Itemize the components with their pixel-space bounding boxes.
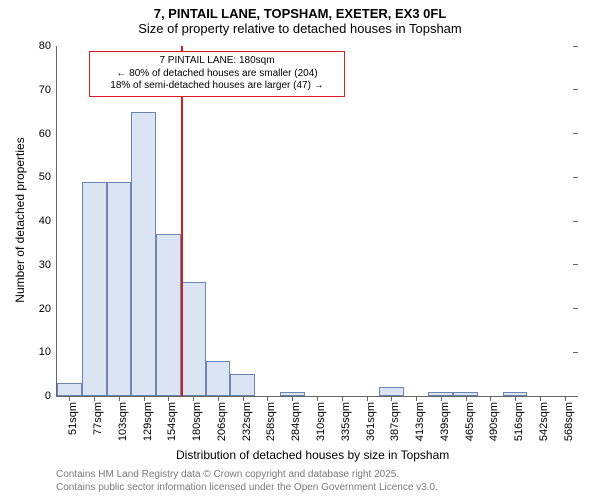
- histogram-bar: [57, 383, 82, 396]
- x-tick-label: 490sqm: [488, 402, 500, 441]
- x-tick-label: 154sqm: [166, 402, 178, 441]
- chart-subtitle: Size of property relative to detached ho…: [0, 21, 600, 36]
- y-tick-label: 50: [39, 171, 57, 183]
- y-axis-label: Number of detached properties: [13, 120, 27, 320]
- y-tick-label: 80: [39, 40, 57, 52]
- x-tick-label: 180sqm: [191, 402, 203, 441]
- x-tick-label: 335sqm: [340, 402, 352, 441]
- histogram-bar: [230, 374, 255, 396]
- annotation-line: 18% of semi-detached houses are larger (…: [96, 80, 338, 93]
- y-tick-label: 10: [39, 346, 57, 358]
- x-tick-label: 387sqm: [389, 402, 401, 441]
- histogram-bar: [181, 282, 206, 396]
- footer-line: Contains HM Land Registry data © Crown c…: [56, 468, 438, 481]
- histogram-bar: [206, 361, 231, 396]
- x-tick-label: 465sqm: [464, 402, 476, 441]
- annotation-line: 7 PINTAIL LANE: 180sqm: [96, 55, 338, 68]
- x-tick-label: 284sqm: [290, 402, 302, 441]
- plot-area: 51sqm77sqm103sqm129sqm154sqm180sqm206sqm…: [56, 46, 577, 397]
- histogram-bar: [131, 112, 156, 396]
- y-tick-label: 30: [39, 259, 57, 271]
- x-tick-label: 258sqm: [265, 402, 277, 441]
- histogram-bar: [379, 387, 404, 396]
- x-tick-label: 568sqm: [563, 402, 575, 441]
- reference-vline: [181, 46, 183, 396]
- y-tick-label: 0: [45, 390, 57, 402]
- histogram-bar: [107, 182, 132, 396]
- attribution-footer: Contains HM Land Registry data © Crown c…: [56, 468, 438, 494]
- x-tick-label: 77sqm: [92, 402, 104, 435]
- x-tick-label: 413sqm: [414, 402, 426, 441]
- x-tick-label: 129sqm: [142, 402, 154, 441]
- y-tick-label: 70: [39, 84, 57, 96]
- x-tick-label: 51sqm: [67, 402, 79, 435]
- footer-line: Contains public sector information licen…: [56, 481, 438, 494]
- chart-title: 7, PINTAIL LANE, TOPSHAM, EXETER, EX3 0F…: [0, 6, 600, 21]
- y-tick-label: 20: [39, 303, 57, 315]
- y-tick-label: 60: [39, 128, 57, 140]
- x-tick-label: 232sqm: [241, 402, 253, 441]
- annotation-box: 7 PINTAIL LANE: 180sqm← 80% of detached …: [89, 51, 345, 97]
- x-tick-label: 361sqm: [365, 402, 377, 441]
- x-tick-label: 516sqm: [513, 402, 525, 441]
- histogram-bar: [82, 182, 107, 396]
- x-axis-label: Distribution of detached houses by size …: [176, 448, 449, 462]
- x-tick-label: 310sqm: [315, 402, 327, 441]
- y-tick-label: 40: [39, 215, 57, 227]
- x-tick-label: 542sqm: [538, 402, 550, 441]
- x-tick-label: 103sqm: [117, 402, 129, 441]
- x-tick-label: 206sqm: [216, 402, 228, 441]
- annotation-line: ← 80% of detached houses are smaller (20…: [96, 68, 338, 81]
- histogram-bar: [156, 234, 181, 396]
- x-tick-label: 439sqm: [439, 402, 451, 441]
